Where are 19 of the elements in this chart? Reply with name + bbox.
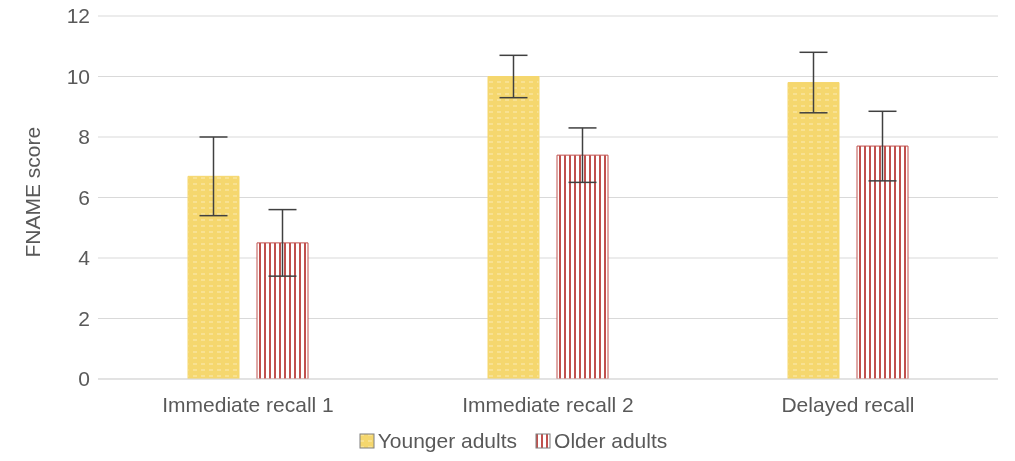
y-tick-label: 0 [78,367,90,391]
x-tick-label: Immediate recall 1 [162,392,334,416]
legend-label: Older adults [553,429,668,453]
x-tick-label: Immediate recall 2 [462,392,634,416]
bar [487,76,540,379]
y-tick-label: 6 [78,185,90,209]
bar [856,145,909,379]
y-tick-label: 10 [66,64,90,88]
bar [187,175,240,379]
legend-label: Younger adults [376,429,518,453]
y-tick-label: 8 [78,125,90,149]
y-tick-label: 12 [66,4,90,28]
bar [556,154,609,379]
y-tick-label: 2 [78,306,90,330]
bar [787,82,840,379]
bar [256,242,309,379]
x-tick-label: Delayed recall [781,392,915,416]
y-tick-label: 4 [78,246,91,270]
y-axis-title: FNAME score [21,126,45,258]
